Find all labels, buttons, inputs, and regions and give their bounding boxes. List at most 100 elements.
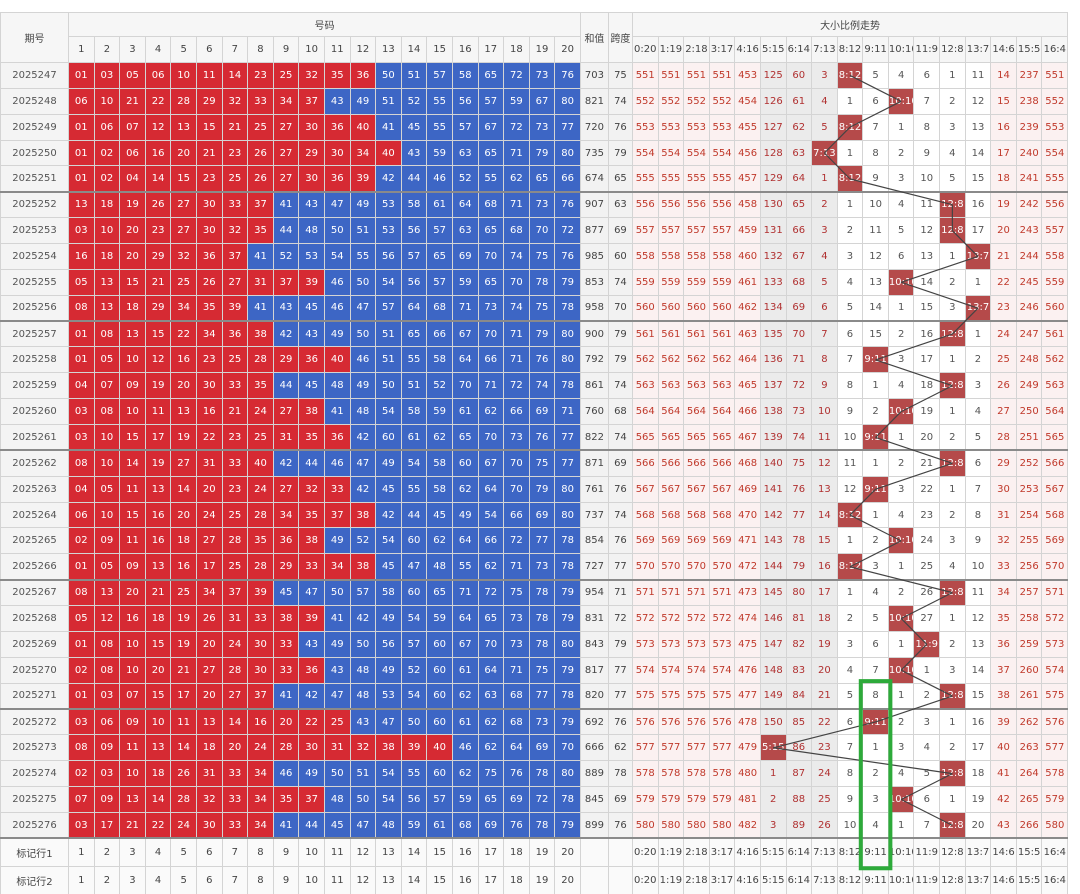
- miss-count: 3: [836, 630, 864, 658]
- miss-count: 82: [785, 630, 813, 658]
- number-cell: 55: [426, 113, 453, 141]
- number-cell: 80: [554, 475, 581, 503]
- number-cell: 63: [477, 682, 505, 710]
- miss-count: 574: [657, 656, 685, 684]
- period-cell: 2025256: [0, 294, 69, 322]
- number-cell: 64: [503, 734, 530, 762]
- number-cell: 23: [247, 62, 274, 89]
- number-cell: 19: [119, 190, 146, 219]
- miss-count: 13: [913, 243, 941, 270]
- miss-count: 465: [734, 372, 761, 400]
- number-cell: 27: [221, 268, 249, 296]
- number-cell: 08: [93, 398, 121, 426]
- miss-count: 562: [683, 346, 710, 374]
- miss-count: 17: [990, 139, 1017, 167]
- number-cell: 27: [272, 113, 300, 141]
- miss-count: 243: [1015, 217, 1043, 245]
- number-cell: 19: [170, 424, 197, 451]
- number-cell: 39: [298, 605, 325, 632]
- number-cell: 01: [68, 682, 95, 710]
- footer-number: 5: [170, 837, 197, 867]
- number-cell: 18: [170, 527, 197, 555]
- number-cell: 73: [528, 62, 556, 89]
- footer-number: 11: [323, 837, 351, 867]
- miss-count: 558: [683, 243, 710, 270]
- number-cell: 67: [451, 320, 479, 348]
- number-cell: 31: [195, 449, 223, 477]
- miss-count: 150: [759, 707, 787, 736]
- footer-ratio: 6:14: [785, 837, 813, 867]
- miss-count: 5: [862, 605, 889, 632]
- number-column-header: 1: [68, 36, 95, 63]
- miss-count: 467: [734, 424, 761, 451]
- number-cell: 13: [195, 707, 223, 736]
- footer-label: 标记行2: [0, 865, 69, 894]
- number-cell: 45: [272, 578, 300, 607]
- miss-count: 2: [939, 424, 966, 451]
- miss-count: 2: [939, 734, 966, 762]
- miss-count: 558: [708, 243, 736, 270]
- number-cell: 71: [503, 190, 530, 219]
- number-cell: 05: [93, 475, 121, 503]
- miss-count: 3: [939, 294, 966, 322]
- miss-count: 237: [1015, 62, 1043, 89]
- sum-cell: 907: [579, 190, 609, 219]
- footer-number: 13: [375, 837, 402, 867]
- number-cell: 16: [170, 553, 197, 581]
- miss-count: 26: [811, 811, 838, 839]
- period-cell: 2025247: [0, 62, 69, 89]
- number-cell: 32: [349, 734, 377, 762]
- number-cell: 25: [170, 268, 197, 296]
- number-cell: 19: [170, 630, 197, 658]
- number-cell: 48: [375, 811, 402, 839]
- miss-count: 553: [631, 113, 659, 141]
- miss-count: 249: [1015, 372, 1043, 400]
- number-cell: 20: [144, 656, 172, 684]
- data-row: 2025249 01 06 07 12 13 15 21 25 27 30 36 40 41 45 55 57 6…: [0, 113, 1069, 141]
- number-cell: 35: [272, 786, 300, 813]
- ratio-hit: 5:15: [759, 734, 787, 762]
- miss-count: 564: [708, 398, 736, 426]
- footer-row: 标记行2 1 2 3 4 5 6 7 8 9 10 11 12 13 14 15 16 17 18 19 20 0:20 1…: [0, 865, 1069, 894]
- miss-count: 27: [913, 605, 941, 632]
- miss-count: 77: [785, 501, 813, 529]
- miss-count: 579: [631, 786, 659, 813]
- number-cell: 80: [554, 630, 581, 658]
- number-cell: 14: [144, 786, 172, 813]
- ratio-hit: 9:11: [862, 424, 889, 451]
- miss-count: 482: [734, 811, 761, 839]
- number-cell: 18: [93, 190, 121, 219]
- footer-ratio: 1:19: [657, 865, 685, 894]
- number-cell: 21: [119, 811, 146, 839]
- miss-count: 241: [1015, 165, 1043, 193]
- miss-count: 33: [990, 553, 1017, 581]
- miss-count: 9: [836, 398, 864, 426]
- number-cell: 27: [272, 165, 300, 193]
- ratio-hit: 12:8: [939, 811, 966, 839]
- number-cell: 37: [323, 501, 351, 529]
- sum-cell: 822: [579, 424, 609, 451]
- number-cell: 21: [144, 268, 172, 296]
- miss-count: 472: [734, 553, 761, 581]
- footer-ratio: 0:20: [631, 865, 659, 894]
- number-cell: 48: [426, 553, 453, 581]
- ratio-hit: 10:10: [887, 268, 915, 296]
- number-cell: 43: [298, 630, 325, 658]
- number-cell: 01: [68, 553, 95, 581]
- miss-count: 16: [990, 113, 1017, 141]
- miss-count: 555: [683, 165, 710, 193]
- miss-count: 575: [631, 682, 659, 710]
- data-row: 2025265 02 09 11 16 18 27 28 35 36 38 49 52 54 60 62 64 6…: [0, 527, 1069, 555]
- miss-count: 580: [1041, 811, 1069, 839]
- miss-count: 259: [1015, 630, 1043, 658]
- miss-count: 567: [631, 475, 659, 503]
- number-cell: 23: [195, 346, 223, 374]
- footer-ratio: 6:14: [785, 865, 813, 894]
- number-cell: 08: [68, 294, 95, 322]
- miss-count: 556: [631, 190, 659, 219]
- trend-column-header: 1:19: [657, 36, 685, 63]
- sum-cell: 899: [579, 811, 609, 839]
- number-cell: 52: [400, 656, 428, 684]
- ratio-hit: 8:12: [836, 113, 864, 141]
- number-cell: 28: [247, 553, 274, 581]
